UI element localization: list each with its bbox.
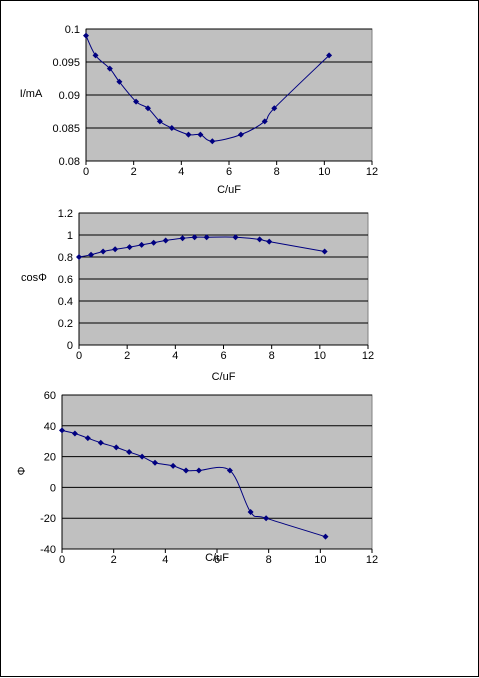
data-point: [203, 234, 210, 241]
x-tick-label: 10: [314, 350, 326, 362]
x-tick-label: 2: [124, 350, 130, 362]
x-tick-label: 6: [214, 554, 220, 566]
x-tick-label: 0: [83, 166, 89, 178]
y-tick-label: 0.4: [58, 296, 73, 308]
chart-3: -40 -20 0 20 40 60 0 2 4 6 8 10 12 C/uF Φ: [16, 390, 378, 566]
data-point: [97, 439, 104, 446]
data-point: [126, 448, 133, 455]
x-axis-label: C/uF: [217, 184, 241, 196]
data-point: [195, 467, 202, 474]
y-tick-label: 0.095: [52, 57, 80, 69]
x-tick-label: 6: [220, 350, 226, 362]
data-point: [76, 254, 82, 260]
y-tick-label: 0.1: [65, 24, 80, 36]
data-point: [232, 234, 239, 241]
x-tick-label: 2: [111, 554, 117, 566]
x-tick-label: 8: [266, 554, 272, 566]
x-tick-label: 4: [178, 166, 184, 178]
y-axis-label: I/mA: [20, 88, 43, 100]
data-point: [266, 238, 273, 245]
data-point: [92, 52, 99, 59]
data-point: [133, 98, 140, 105]
data-point: [100, 248, 107, 255]
x-axis-label: C/uF: [205, 552, 229, 564]
data-point: [237, 131, 244, 138]
data-point: [156, 118, 163, 125]
data-point: [191, 234, 198, 241]
data-point: [247, 509, 254, 516]
data-point: [59, 427, 65, 434]
y-tick-label: 0.08: [59, 156, 80, 168]
y-tick-label: 60: [44, 390, 56, 402]
x-tick-label: 10: [314, 554, 326, 566]
data-point: [168, 125, 175, 131]
y-tick-label: 1: [67, 230, 73, 242]
y-tick-label: 0.6: [58, 274, 73, 286]
y-tick-label: 40: [44, 421, 56, 433]
y-tick-label: -20: [40, 513, 56, 525]
data-point: [183, 467, 189, 474]
x-tick-label: 0: [76, 350, 82, 362]
y-tick-label: 0: [50, 482, 56, 494]
data-point: [83, 32, 89, 39]
y-tick-label: 1.2: [58, 208, 73, 220]
data-point: [138, 241, 145, 248]
x-tick-label: 4: [162, 554, 168, 566]
data-point: [106, 65, 113, 72]
x-tick-label: 10: [318, 166, 330, 178]
data-point: [162, 237, 169, 244]
data-point: [209, 138, 216, 145]
x-tick-label: 6: [226, 166, 232, 178]
x-tick-label: 12: [366, 166, 378, 178]
x-tick-label: 8: [269, 350, 275, 362]
data-point: [185, 131, 192, 138]
plot-area: [61, 394, 373, 550]
x-tick-label: 4: [172, 350, 178, 362]
y-tick-label: 0: [67, 340, 73, 352]
data-point: [170, 462, 177, 469]
chart-1: 0.08 0.085 0.09 0.095 0.1 0 2 4 6 8 10 12 C/uF I/mA: [20, 24, 378, 196]
data-point: [226, 467, 233, 474]
data-point: [322, 533, 329, 540]
data-point: [256, 236, 263, 243]
data-point: [88, 251, 95, 258]
data-point: [197, 131, 204, 138]
y-axis-label: Φ: [16, 466, 28, 475]
data-point: [112, 246, 119, 253]
x-tick-label: 12: [366, 554, 378, 566]
y-tick-label: 0.2: [58, 318, 73, 330]
y-tick-label: 0.09: [59, 90, 80, 102]
y-tick-label: 0.8: [58, 252, 73, 264]
data-point: [263, 515, 270, 522]
data-point: [261, 118, 268, 125]
x-axis-label: C/uF: [212, 371, 236, 383]
x-tick-label: 2: [131, 166, 137, 178]
y-axis-label: cosΦ: [21, 272, 47, 284]
data-point: [139, 453, 146, 460]
data-point: [152, 459, 158, 466]
data-point: [326, 52, 333, 59]
x-tick-label: 8: [274, 166, 280, 178]
y-tick-label: 20: [44, 452, 56, 464]
data-point: [321, 248, 328, 255]
data-point: [113, 444, 120, 451]
x-tick-label: 0: [59, 554, 65, 566]
data-point: [271, 105, 278, 112]
y-tick-label: 0.085: [52, 123, 80, 135]
data-point: [144, 105, 151, 112]
data-point: [150, 239, 157, 246]
data-point: [84, 435, 91, 442]
data-point: [116, 78, 123, 85]
x-tick-label: 12: [362, 350, 374, 362]
data-point: [179, 235, 186, 242]
chart-2: 0 0.2 0.4 0.6 0.8 1 1.2 0 2 4 6 8 10 12 C/uF cosΦ: [21, 208, 374, 383]
y-tick-label: -40: [40, 544, 56, 556]
data-point: [126, 244, 133, 251]
data-point: [71, 430, 78, 437]
